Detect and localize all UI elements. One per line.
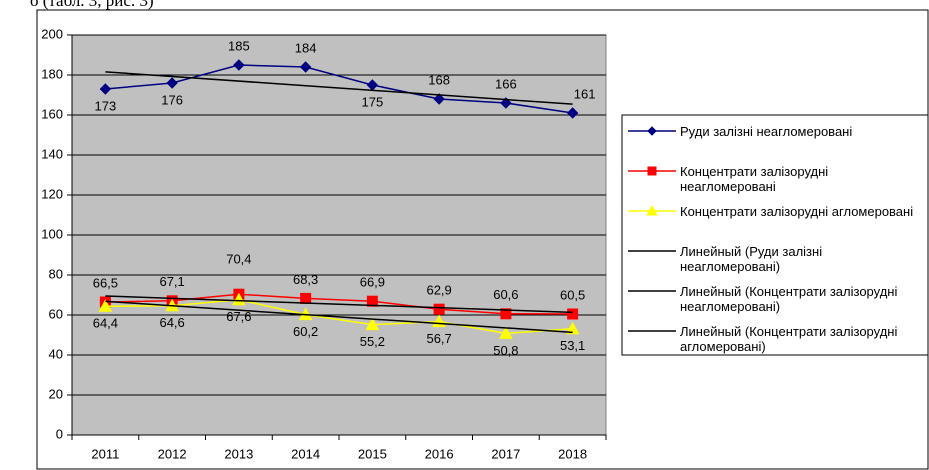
marker (500, 97, 512, 109)
x-tick-label: 2011 (91, 446, 119, 461)
marker (566, 107, 579, 119)
data-label: 50,8 (493, 343, 518, 358)
data-label: 66,5 (93, 275, 118, 290)
data-label: 161 (574, 86, 596, 101)
data-label: 60,5 (560, 287, 585, 302)
legend-label: Линейный (Концентрати залізорудні неагло… (680, 284, 898, 314)
y-tick-label: 140 (41, 146, 63, 161)
y-tick-label: 20 (49, 386, 63, 401)
trend-line (105, 300, 573, 334)
marker (433, 93, 445, 105)
marker (567, 308, 579, 320)
marker (99, 83, 112, 95)
x-tick-label: 2012 (158, 446, 187, 461)
data-label: 70,4 (226, 252, 251, 267)
data-label: 173 (95, 98, 117, 113)
y-tick-label: 0 (56, 426, 63, 441)
marker (166, 77, 178, 89)
data-label: 55,2 (360, 334, 385, 349)
y-tick-label: 100 (41, 226, 63, 241)
marker (647, 166, 657, 176)
marker (300, 292, 312, 304)
x-tick-label: 2015 (358, 446, 387, 461)
data-label: 175 (362, 94, 384, 109)
data-label: 64,4 (93, 316, 118, 331)
y-tick-label: 80 (49, 266, 63, 281)
data-label: 60,2 (293, 324, 318, 339)
y-tick-label: 180 (41, 66, 63, 81)
data-label: 168 (428, 72, 450, 87)
y-tick-label: 60 (49, 306, 63, 321)
data-label: 56,7 (426, 331, 451, 346)
marker (565, 321, 580, 335)
y-tick-label: 40 (49, 346, 63, 361)
legend-label: Руди залізні неагломеровані (680, 124, 853, 139)
marker (299, 61, 312, 73)
y-tick-label: 160 (41, 106, 63, 121)
data-label: 64,6 (159, 315, 184, 330)
series-line (105, 64, 573, 114)
trend-line (105, 295, 573, 314)
marker (232, 292, 246, 306)
legend-swatch (628, 290, 676, 292)
series-line (105, 293, 573, 315)
x-tick-label: 2016 (425, 446, 454, 461)
marker (647, 126, 657, 136)
data-label: 62,9 (426, 283, 451, 298)
legend-label: Линейный (Концентрати залізорудні агломе… (680, 324, 898, 354)
data-label: 67,1 (159, 274, 184, 289)
data-label: 176 (161, 92, 183, 107)
marker (433, 303, 445, 315)
data-label: 67,6 (226, 309, 251, 324)
caption: о (табл. 3, рис. 3) (30, 0, 154, 10)
legend-label: Линейный (Руди залізні неагломеровані) (680, 244, 823, 274)
legend-box (621, 114, 929, 356)
data-label: 60,6 (493, 287, 518, 302)
marker (499, 326, 513, 339)
legend-swatch (628, 126, 676, 136)
legend-label: Концентрати залізорудні неагломеровані (680, 164, 829, 194)
y-tick-label: 120 (41, 186, 63, 201)
data-label: 53,1 (560, 338, 585, 353)
marker (233, 59, 245, 71)
marker (365, 317, 380, 331)
legend-swatch (628, 250, 676, 252)
data-label: 184 (295, 40, 317, 55)
y-tick-label: 200 (41, 26, 63, 41)
data-label: 68,3 (293, 272, 318, 287)
legend-swatch (628, 166, 676, 176)
marker (366, 295, 378, 307)
marker (646, 204, 658, 216)
x-tick-label: 2014 (291, 446, 320, 461)
legend-label: Концентрати залізорудні агломеровані (680, 204, 914, 219)
trend-line (105, 71, 573, 105)
legend-swatch (628, 204, 676, 216)
series-line (105, 299, 573, 335)
x-tick-label: 2018 (558, 446, 587, 461)
marker (500, 308, 512, 320)
marker (98, 299, 113, 312)
legend-swatch (628, 330, 676, 332)
data-label: 185 (228, 38, 250, 53)
data-label: 166 (495, 76, 517, 91)
data-label: 66,9 (360, 275, 385, 290)
x-tick-label: 2013 (224, 446, 253, 461)
x-tick-label: 2017 (491, 446, 520, 461)
